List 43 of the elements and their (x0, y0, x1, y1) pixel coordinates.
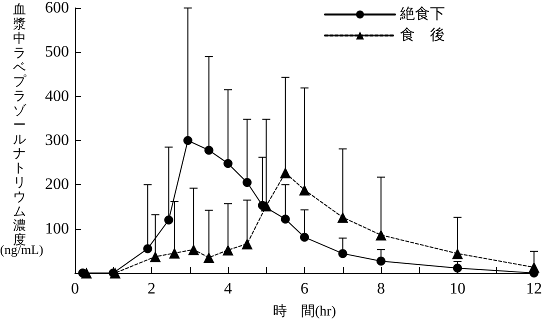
point (452, 248, 463, 260)
point (337, 212, 348, 223)
point (183, 136, 192, 145)
point (300, 232, 309, 242)
point (164, 216, 174, 224)
point (242, 178, 252, 187)
point (168, 248, 180, 259)
point (203, 252, 214, 264)
x-tick-label: 10 (450, 280, 466, 298)
point (280, 214, 290, 224)
point (222, 244, 234, 256)
y-tick-label: 600 (45, 0, 69, 16)
point (453, 264, 462, 273)
legend-label: 絶食下 (399, 6, 445, 22)
point (150, 251, 161, 262)
y-tick-label: 300 (45, 132, 69, 149)
y-tick-label: 400 (45, 88, 69, 105)
point (338, 249, 348, 258)
point (376, 256, 386, 266)
point (204, 146, 214, 155)
point (242, 238, 253, 250)
x-tick-label: 6 (300, 280, 308, 298)
legend-label: 食 後 (400, 26, 445, 44)
point (224, 158, 232, 168)
point (260, 200, 272, 212)
y-tick-label: 100 (45, 220, 69, 238)
point (376, 230, 386, 241)
x-tick-label: 0 (71, 280, 79, 298)
x-axis-title: 時 間(hr) (273, 304, 336, 320)
point (280, 167, 291, 178)
x-tick-label: 8 (377, 280, 385, 298)
point (110, 268, 121, 278)
x-tick-label: 12 (526, 280, 542, 298)
point (528, 262, 540, 273)
point (188, 244, 200, 256)
y-tick-label: 500 (45, 44, 69, 61)
x-tick-label: 4 (224, 280, 232, 298)
point (80, 268, 92, 278)
y-tick-label: 200 (45, 176, 69, 194)
text: 血漿中ラベプラゾールナトリウム濃度(ng/mL) (0, 2, 44, 257)
point (299, 184, 310, 196)
point (143, 244, 152, 254)
x-tick-label: 2 (148, 280, 156, 298)
